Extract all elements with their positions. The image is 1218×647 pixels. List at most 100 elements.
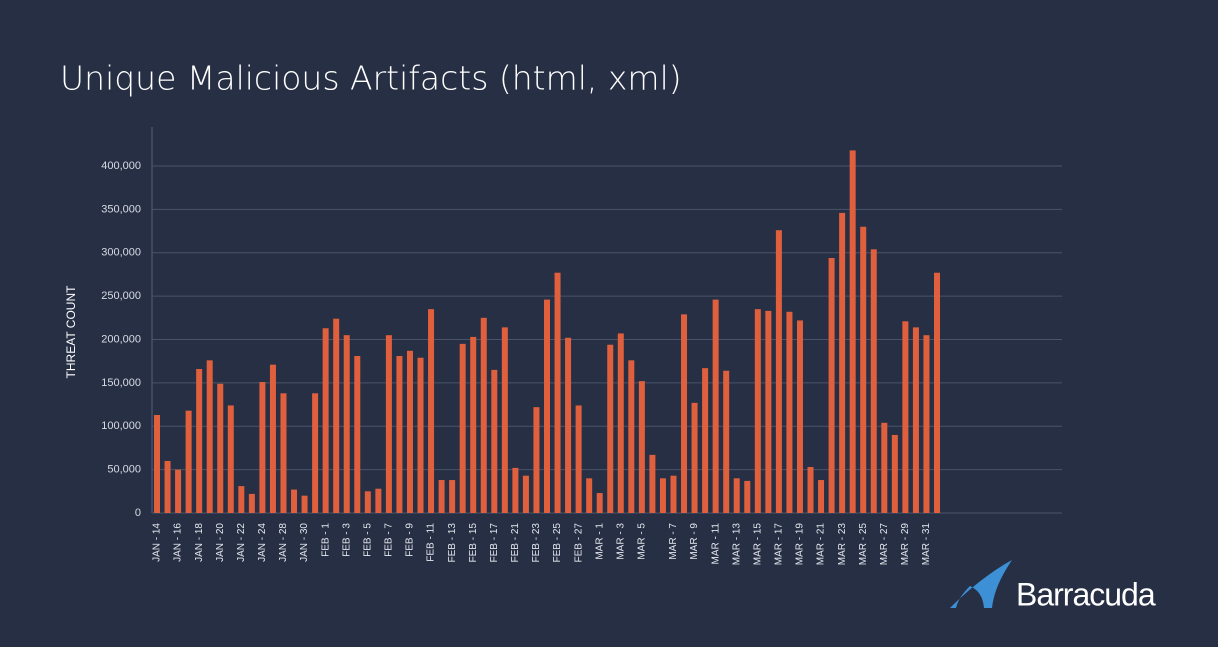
bar — [818, 480, 825, 513]
bar — [702, 368, 709, 513]
bar — [860, 226, 867, 513]
bar — [459, 343, 466, 513]
bar — [723, 370, 730, 513]
bar — [364, 491, 371, 513]
x-tick-label: FEB - 17 — [489, 523, 500, 563]
x-tick-label: FEB - 27 — [573, 523, 584, 563]
bar — [565, 337, 572, 513]
x-tick-label: MAR - 7 — [668, 523, 679, 560]
y-tick-label: 350,000 — [101, 203, 141, 215]
bar — [164, 460, 171, 513]
bar — [607, 344, 614, 513]
x-tick-label: JAN - 18 — [194, 523, 205, 562]
bar — [206, 360, 213, 513]
bar — [691, 402, 698, 513]
y-tick-label: 50,000 — [107, 464, 141, 476]
x-tick-label: FEB - 13 — [447, 523, 458, 563]
x-tick-label: MAR - 29 — [900, 523, 911, 566]
x-tick-label: JAN - 22 — [236, 523, 247, 562]
x-tick-label: MAR - 23 — [837, 523, 848, 566]
x-tick-label: MAR - 1 — [594, 523, 605, 560]
bar — [491, 369, 498, 513]
bar — [670, 475, 677, 513]
chart-title: Unique Malicious Artifacts (html, xml) — [60, 59, 682, 98]
bar — [280, 393, 287, 513]
x-tick-label: FEB - 21 — [510, 523, 521, 563]
bar — [312, 393, 319, 513]
x-tick-label: MAR - 19 — [795, 523, 806, 566]
x-tick-label: MAR - 13 — [731, 523, 742, 566]
bar — [238, 486, 245, 513]
bar — [501, 327, 508, 513]
bar — [902, 321, 909, 513]
bar — [154, 414, 160, 513]
bar — [343, 335, 350, 513]
bar — [754, 309, 761, 513]
bar — [681, 314, 688, 513]
y-tick-label: 0 — [135, 507, 141, 519]
bar — [839, 212, 846, 514]
bar — [322, 328, 329, 513]
bar — [796, 320, 803, 513]
bar — [269, 364, 276, 513]
bar — [438, 480, 445, 513]
y-tick-label: 200,000 — [101, 333, 141, 345]
bar — [554, 272, 561, 513]
x-tick-label: MAR - 21 — [816, 523, 827, 566]
bar — [659, 478, 666, 513]
bar — [828, 257, 835, 513]
bar — [248, 493, 255, 513]
x-tick-label: FEB - 9 — [405, 523, 416, 557]
brand-name: Barracuda — [1016, 576, 1156, 612]
bar — [385, 335, 392, 513]
x-tick-label: FEB - 7 — [384, 523, 395, 557]
x-tick-label: FEB - 11 — [426, 523, 437, 562]
x-tick-label: MAR - 5 — [637, 523, 648, 560]
y-tick-label: 150,000 — [101, 377, 141, 389]
bar — [417, 357, 424, 513]
y-tick-label: 250,000 — [101, 290, 141, 302]
bar — [259, 382, 266, 513]
x-tick-label: MAR - 11 — [710, 523, 721, 565]
bar — [428, 309, 435, 513]
bar — [470, 336, 477, 513]
x-tick-label: FEB - 15 — [468, 523, 479, 563]
logo-fin — [950, 560, 1012, 608]
bar — [617, 333, 624, 513]
bar — [628, 360, 635, 513]
bar — [522, 475, 529, 513]
bar — [196, 369, 203, 513]
bar — [807, 467, 814, 513]
bar — [533, 407, 540, 513]
bar — [638, 381, 645, 513]
bar — [449, 480, 456, 513]
bar — [301, 495, 308, 513]
bar — [406, 350, 413, 513]
x-tick-label: JAN - 14 — [152, 523, 163, 562]
x-tick-label: MAR - 25 — [858, 523, 869, 566]
bar — [596, 493, 603, 513]
bar — [765, 310, 772, 513]
x-tick-label: JAN - 20 — [215, 523, 226, 562]
bar — [775, 230, 782, 513]
x-tick-label: FEB - 1 — [320, 523, 331, 557]
y-tick-label: 400,000 — [101, 160, 141, 172]
bar — [375, 488, 382, 513]
x-tick-label: FEB - 25 — [552, 523, 563, 563]
x-tick-label: MAR - 15 — [752, 523, 763, 566]
bar — [881, 422, 888, 513]
bar — [649, 454, 656, 513]
y-tick-label: 300,000 — [101, 247, 141, 259]
y-tick-label: 100,000 — [101, 420, 141, 432]
x-tick-label: MAR - 31 — [921, 523, 932, 566]
bar — [912, 327, 919, 513]
bar — [544, 299, 550, 513]
bar — [175, 469, 182, 513]
bar — [891, 434, 898, 513]
bar — [291, 489, 298, 513]
bar — [354, 355, 361, 513]
bar — [227, 405, 234, 513]
x-tick-label: FEB - 5 — [362, 523, 373, 557]
